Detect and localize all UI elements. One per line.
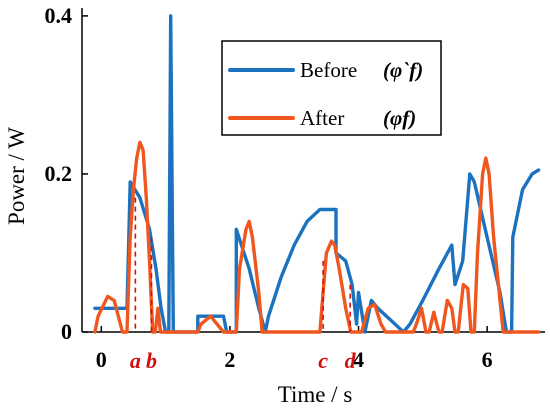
marker-label-b: b (146, 348, 157, 373)
marker-label-d: d (345, 348, 357, 373)
x-tick-label: 0 (96, 347, 107, 372)
legend-symbol-after: (φf) (383, 106, 416, 130)
legend-label-after: After (300, 106, 344, 130)
series-line-before (93, 14, 541, 334)
legend: Before (φ`f) After (φf) (221, 40, 442, 136)
y-tick-label: 0.2 (45, 161, 73, 186)
x-tick-label: 6 (482, 347, 493, 372)
axes-layer: 0 2 4 6 0 0.2 0.4 (45, 3, 545, 372)
legend-label-before: Before (300, 58, 357, 82)
marker-label-a: a (130, 348, 141, 373)
series-line-after (93, 140, 541, 334)
x-axis-label: Time / s (278, 382, 353, 407)
marker-label-c: c (318, 348, 328, 373)
y-tick-label: 0.4 (45, 3, 73, 28)
series-layer (93, 14, 541, 334)
legend-symbol-before: (φ`f) (383, 58, 423, 82)
x-tick-label: 2 (224, 347, 235, 372)
x-tick-label: 4 (353, 347, 364, 372)
y-axis-label: Power / W (4, 127, 29, 225)
y-tick-label: 0 (61, 319, 72, 344)
